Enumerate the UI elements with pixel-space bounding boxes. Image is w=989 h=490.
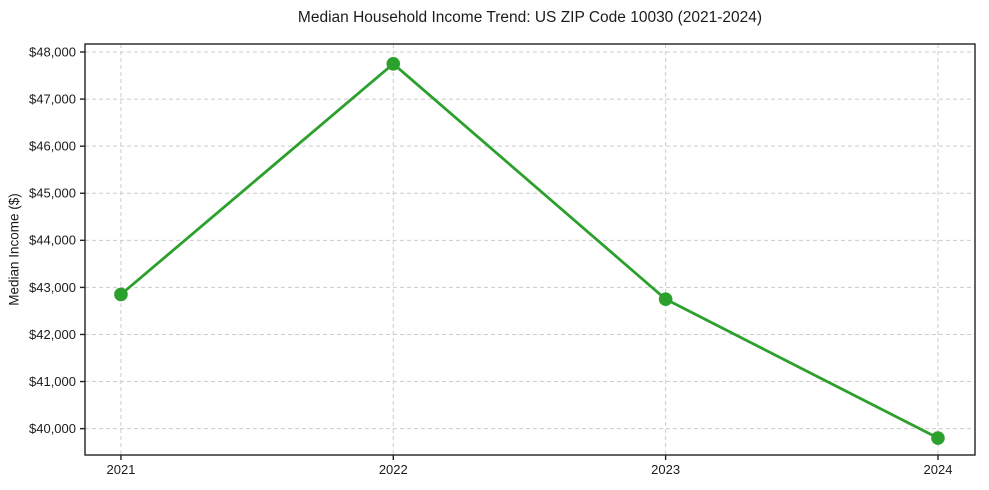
y-tick-label: $45,000	[29, 186, 76, 201]
y-tick-label: $41,000	[29, 374, 76, 389]
y-tick-label: $42,000	[29, 327, 76, 342]
x-tick-label: 2022	[379, 462, 408, 477]
x-tick-label: 2023	[651, 462, 680, 477]
trend-line	[119, 62, 940, 440]
y-tick-label: $43,000	[29, 280, 76, 295]
y-tick-label: $48,000	[29, 44, 76, 59]
x-tick-label: 2021	[106, 462, 135, 477]
y-tick-label: $40,000	[29, 421, 76, 436]
x-tick-label: 2024	[924, 462, 953, 477]
data-point-2023	[658, 292, 673, 306]
y-tick-label: $46,000	[29, 139, 76, 154]
chart-title: Median Household Income Trend: US ZIP Co…	[297, 9, 763, 26]
y-axis-label: Median Income ($)	[6, 193, 22, 306]
data-point-2024	[931, 431, 945, 445]
data-point-2021	[114, 287, 128, 302]
plot-spines	[84, 43, 976, 456]
y-tick-label: $44,000	[29, 233, 76, 248]
data-point-2022	[386, 56, 401, 71]
y-tick-label: $47,000	[29, 92, 76, 107]
